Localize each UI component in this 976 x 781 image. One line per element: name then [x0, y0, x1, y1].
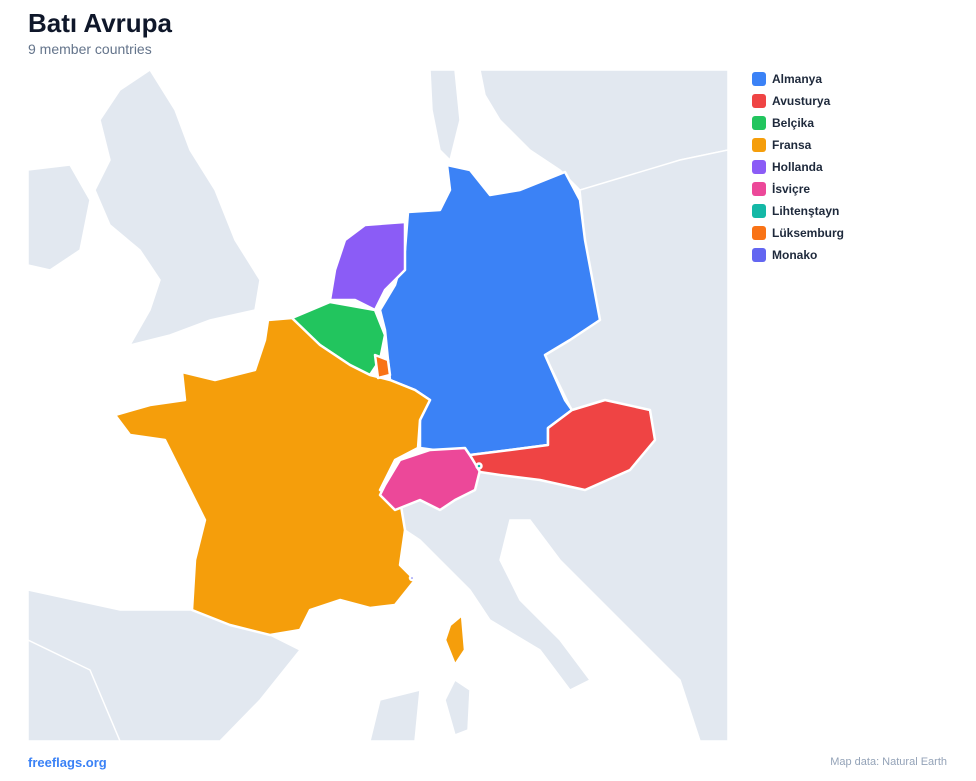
- attribution: Map data: Natural Earth: [830, 756, 947, 768]
- country-fransa-corsica[interactable]: [443, 613, 467, 667]
- country-luksemburg[interactable]: [373, 353, 392, 380]
- legend-item: Hollanda: [752, 156, 844, 178]
- legend-label: Lihtenştayn: [772, 204, 840, 218]
- legend-swatch: [752, 226, 766, 240]
- legend-swatch: [752, 138, 766, 152]
- legend: Almanya Avusturya Belçika Fransa Hollanda İsv…: [752, 68, 844, 266]
- legend-label: İsviçre: [772, 182, 811, 196]
- legend-swatch: [752, 160, 766, 174]
- legend-item: Avusturya: [752, 90, 844, 112]
- legend-item: Lihtenştayn: [752, 200, 844, 222]
- legend-item: Monako: [752, 244, 844, 266]
- legend-swatch: [752, 72, 766, 86]
- legend-swatch: [752, 204, 766, 218]
- country-fransa[interactable]: [113, 316, 432, 637]
- legend-item: Almanya: [752, 68, 844, 90]
- legend-label: Fransa: [772, 138, 812, 152]
- legend-swatch: [752, 182, 766, 196]
- country-monako[interactable]: [408, 574, 416, 582]
- legend-label: Almanya: [772, 72, 823, 86]
- country-avusturya[interactable]: [468, 398, 657, 492]
- legend-item: Fransa: [752, 134, 844, 156]
- country-hollanda[interactable]: [328, 220, 407, 312]
- legend-swatch: [752, 248, 766, 262]
- legend-label: Avusturya: [772, 94, 831, 108]
- source-link[interactable]: freeflags.org: [28, 755, 107, 770]
- legend-label: Hollanda: [772, 160, 823, 174]
- legend-swatch: [752, 116, 766, 130]
- country-lihtenstayn[interactable]: [475, 462, 483, 470]
- legend-item: Belçika: [752, 112, 844, 134]
- legend-swatch: [752, 94, 766, 108]
- background-land: [28, 70, 728, 741]
- legend-item: Lüksemburg: [752, 222, 844, 244]
- legend-label: Belçika: [772, 116, 815, 130]
- legend-label: Lüksemburg: [772, 226, 845, 240]
- subtitle: 9 member countries: [28, 41, 152, 57]
- title: Batı Avrupa: [28, 8, 172, 38]
- legend-label: Monako: [772, 248, 818, 262]
- country-isvicre[interactable]: [378, 446, 482, 512]
- legend-item: İsviçre: [752, 178, 844, 200]
